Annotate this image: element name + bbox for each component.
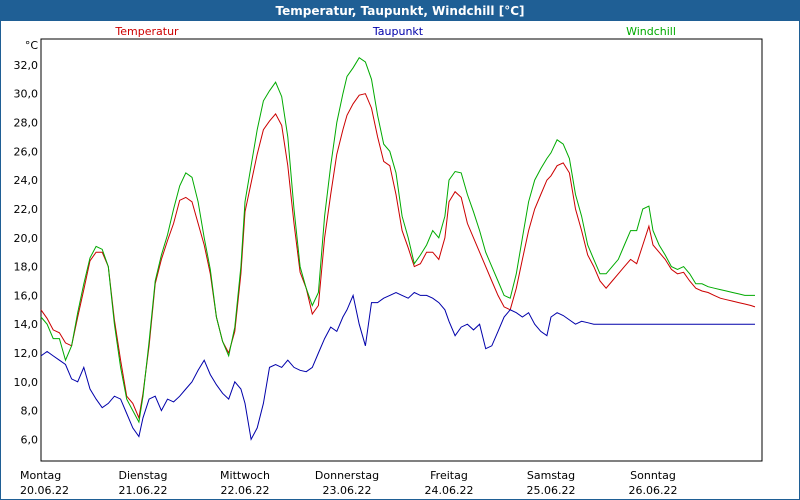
legend-windchill: Windchill bbox=[626, 25, 676, 38]
series-taupunkt bbox=[40, 291, 755, 441]
x-tick-day: Mittwoch bbox=[220, 469, 270, 482]
y-tick-label: 26,0 bbox=[14, 145, 39, 158]
x-tick-day: Dienstag bbox=[118, 469, 167, 482]
plot-frame bbox=[40, 38, 763, 462]
y-axis-labels: 6,0 8,0 10,0 12,0 14,0 16,0 18,0 20,0 22,0 24,0 26… bbox=[14, 39, 39, 446]
x-tick-day: Donnerstag bbox=[315, 469, 379, 482]
x-tick-day: Montag bbox=[20, 469, 61, 482]
window-title: Temperatur, Taupunkt, Windchill [°C] bbox=[1, 1, 799, 21]
x-tick-day: Sonntag bbox=[630, 469, 676, 482]
legend-taupunkt: Taupunkt bbox=[372, 25, 424, 38]
y-tick-label: 22,0 bbox=[14, 203, 39, 216]
y-tick-label: 8,0 bbox=[21, 405, 39, 418]
chart-series bbox=[40, 56, 756, 441]
x-tick-date: 23.06.22 bbox=[323, 484, 372, 497]
y-tick-label: 12,0 bbox=[14, 347, 39, 360]
y-axis-unit: °C bbox=[25, 39, 39, 52]
y-tick-label: 18,0 bbox=[14, 261, 39, 274]
plot-border bbox=[40, 38, 763, 462]
x-axis-labels: Montag 20.06.22 Dienstag 21.06.22 Mittwoch 22… bbox=[20, 469, 677, 497]
y-tick-label: 10,0 bbox=[14, 376, 39, 389]
x-tick-day: Freitag bbox=[430, 469, 468, 482]
y-tick-label: 16,0 bbox=[14, 289, 39, 302]
x-tick-date: 21.06.22 bbox=[119, 484, 168, 497]
x-tick-date: 25.06.22 bbox=[527, 484, 576, 497]
chart-legend: Temperatur Taupunkt Windchill bbox=[114, 25, 676, 38]
y-tick-label: 14,0 bbox=[14, 318, 39, 331]
series-windchill bbox=[40, 56, 755, 424]
x-tick-date: 22.06.22 bbox=[221, 484, 270, 497]
y-tick-label: 30,0 bbox=[14, 88, 39, 101]
plot-area bbox=[41, 39, 762, 461]
y-tick-label: 20,0 bbox=[14, 232, 39, 245]
x-tick-date: 24.06.22 bbox=[425, 484, 474, 497]
x-tick-day: Samstag bbox=[527, 469, 575, 482]
y-tick-label: 24,0 bbox=[14, 174, 39, 187]
x-tick-date: 20.06.22 bbox=[20, 484, 69, 497]
y-tick-label: 6,0 bbox=[21, 433, 39, 446]
y-tick-label: 32,0 bbox=[14, 59, 39, 72]
legend-temperatur: Temperatur bbox=[114, 25, 179, 38]
x-tick-date: 26.06.22 bbox=[629, 484, 678, 497]
series-temperatur bbox=[40, 93, 756, 420]
y-tick-label: 28,0 bbox=[14, 117, 39, 130]
